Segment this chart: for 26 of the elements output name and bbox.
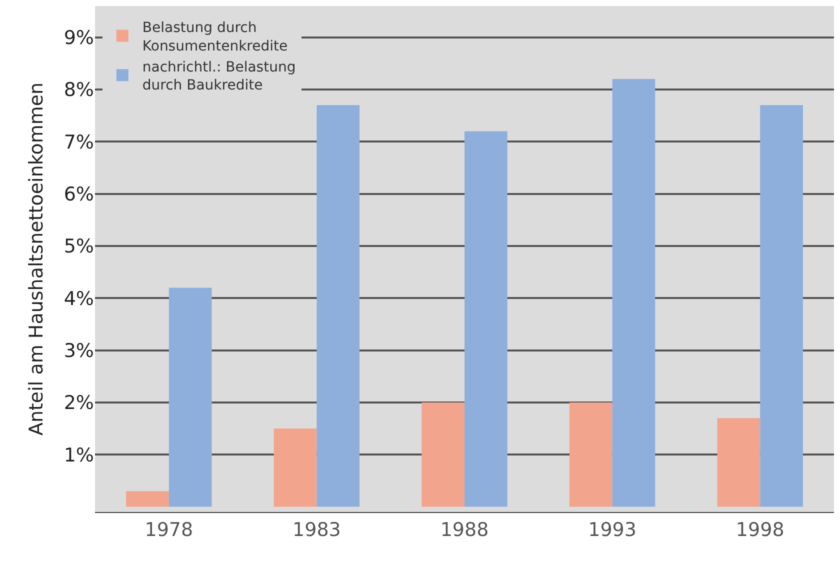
bar	[126, 491, 169, 507]
bar	[612, 79, 656, 507]
y-tick-label: 9%	[64, 26, 94, 49]
x-tick-label: 1988	[440, 518, 489, 541]
y-tick-label: 2%	[64, 392, 94, 414]
bar	[464, 131, 508, 507]
bar	[569, 402, 612, 507]
y-tick-label: 3%	[64, 340, 94, 362]
bar	[274, 428, 317, 507]
bar	[760, 105, 803, 507]
y-tick-label: 4%	[64, 288, 94, 310]
bar	[316, 105, 360, 507]
y-axis-title: Anteil am Haushaltsnettoeinkommen	[26, 82, 48, 436]
y-tick-label: 6%	[64, 183, 94, 206]
y-tick-label: 1%	[64, 444, 94, 466]
y-tick-label: 5%	[64, 236, 94, 258]
y-tick-label: 8%	[64, 79, 94, 102]
y-tick-label: 7%	[64, 131, 94, 154]
x-tick-label: 1998	[736, 518, 784, 541]
bar	[422, 402, 464, 507]
x-tick-label: 1993	[588, 518, 636, 541]
x-tick-label: 1983	[292, 518, 341, 541]
x-tick-label: 1978	[144, 518, 194, 541]
legend-label: nachrichtl.: Belastung durch Baukredite	[142, 60, 296, 94]
bar	[168, 288, 212, 507]
bar	[717, 418, 760, 507]
